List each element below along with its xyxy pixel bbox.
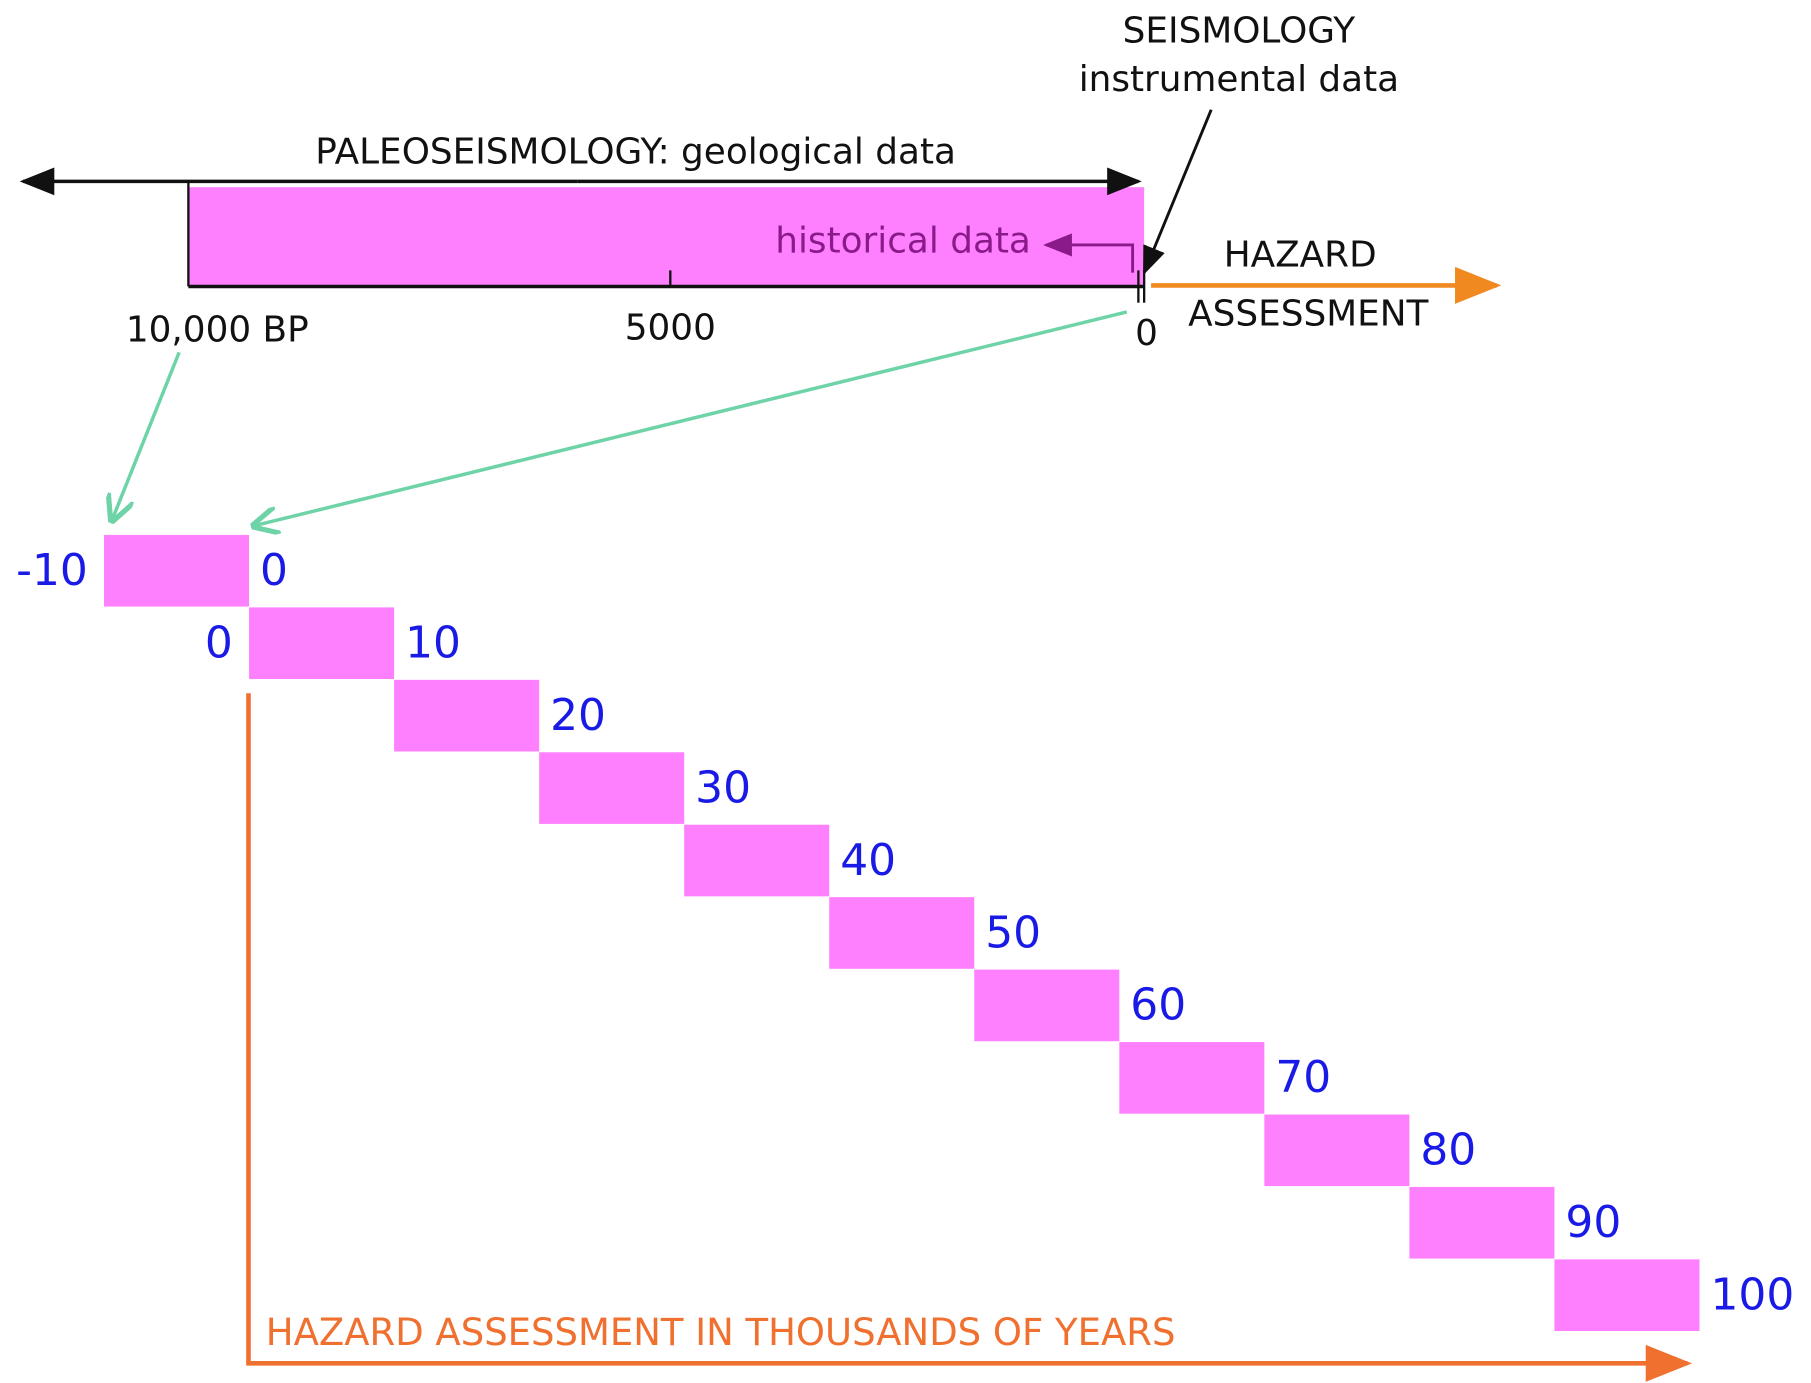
step-start: -10 bbox=[16, 545, 88, 596]
step-end: 0 bbox=[260, 545, 288, 596]
step-start: 0 bbox=[205, 618, 233, 669]
step-block bbox=[1119, 1042, 1265, 1114]
step-end: 90 bbox=[1565, 1197, 1621, 1248]
label: historical data bbox=[775, 221, 1031, 262]
bottom-label: HAZARD ASSESSMENT IN THOUSANDS OF YEARS bbox=[266, 1311, 1176, 1354]
step-block bbox=[1554, 1259, 1700, 1332]
step-end: 20 bbox=[550, 690, 606, 741]
step-end: 40 bbox=[840, 835, 896, 886]
label: HAZARD bbox=[1224, 234, 1377, 275]
tick-label: 5000 bbox=[625, 307, 716, 348]
step-block bbox=[104, 534, 250, 607]
step-block bbox=[539, 752, 685, 824]
step-block bbox=[1264, 1114, 1410, 1187]
step-block bbox=[829, 897, 975, 969]
tick-label: 0 bbox=[1135, 313, 1158, 354]
step-end: 80 bbox=[1420, 1125, 1476, 1176]
step-block bbox=[974, 969, 1120, 1042]
step-end: 30 bbox=[695, 762, 751, 813]
label: ASSESSMENT bbox=[1188, 293, 1428, 334]
label: SEISMOLOGY bbox=[1123, 10, 1356, 51]
arrow bbox=[1043, 233, 1135, 273]
arrow bbox=[1142, 109, 1213, 276]
arrow bbox=[254, 310, 1128, 526]
step-block bbox=[394, 679, 540, 752]
step-end: 70 bbox=[1275, 1052, 1331, 1103]
label: PALEOSEISMOLOGY: geological data bbox=[315, 132, 956, 173]
step-block bbox=[1409, 1186, 1555, 1259]
paleo-bar bbox=[188, 187, 1145, 287]
step-end: 60 bbox=[1130, 980, 1186, 1031]
step-end: 100 bbox=[1710, 1270, 1794, 1321]
step-end: 50 bbox=[985, 907, 1041, 958]
arrow bbox=[246, 693, 1692, 1382]
step-end: 10 bbox=[405, 618, 461, 669]
arrow bbox=[112, 351, 181, 520]
label: instrumental data bbox=[1079, 59, 1399, 100]
step-block bbox=[249, 607, 395, 680]
tick-label: 10,000 BP bbox=[126, 310, 309, 351]
step-block bbox=[684, 824, 830, 897]
